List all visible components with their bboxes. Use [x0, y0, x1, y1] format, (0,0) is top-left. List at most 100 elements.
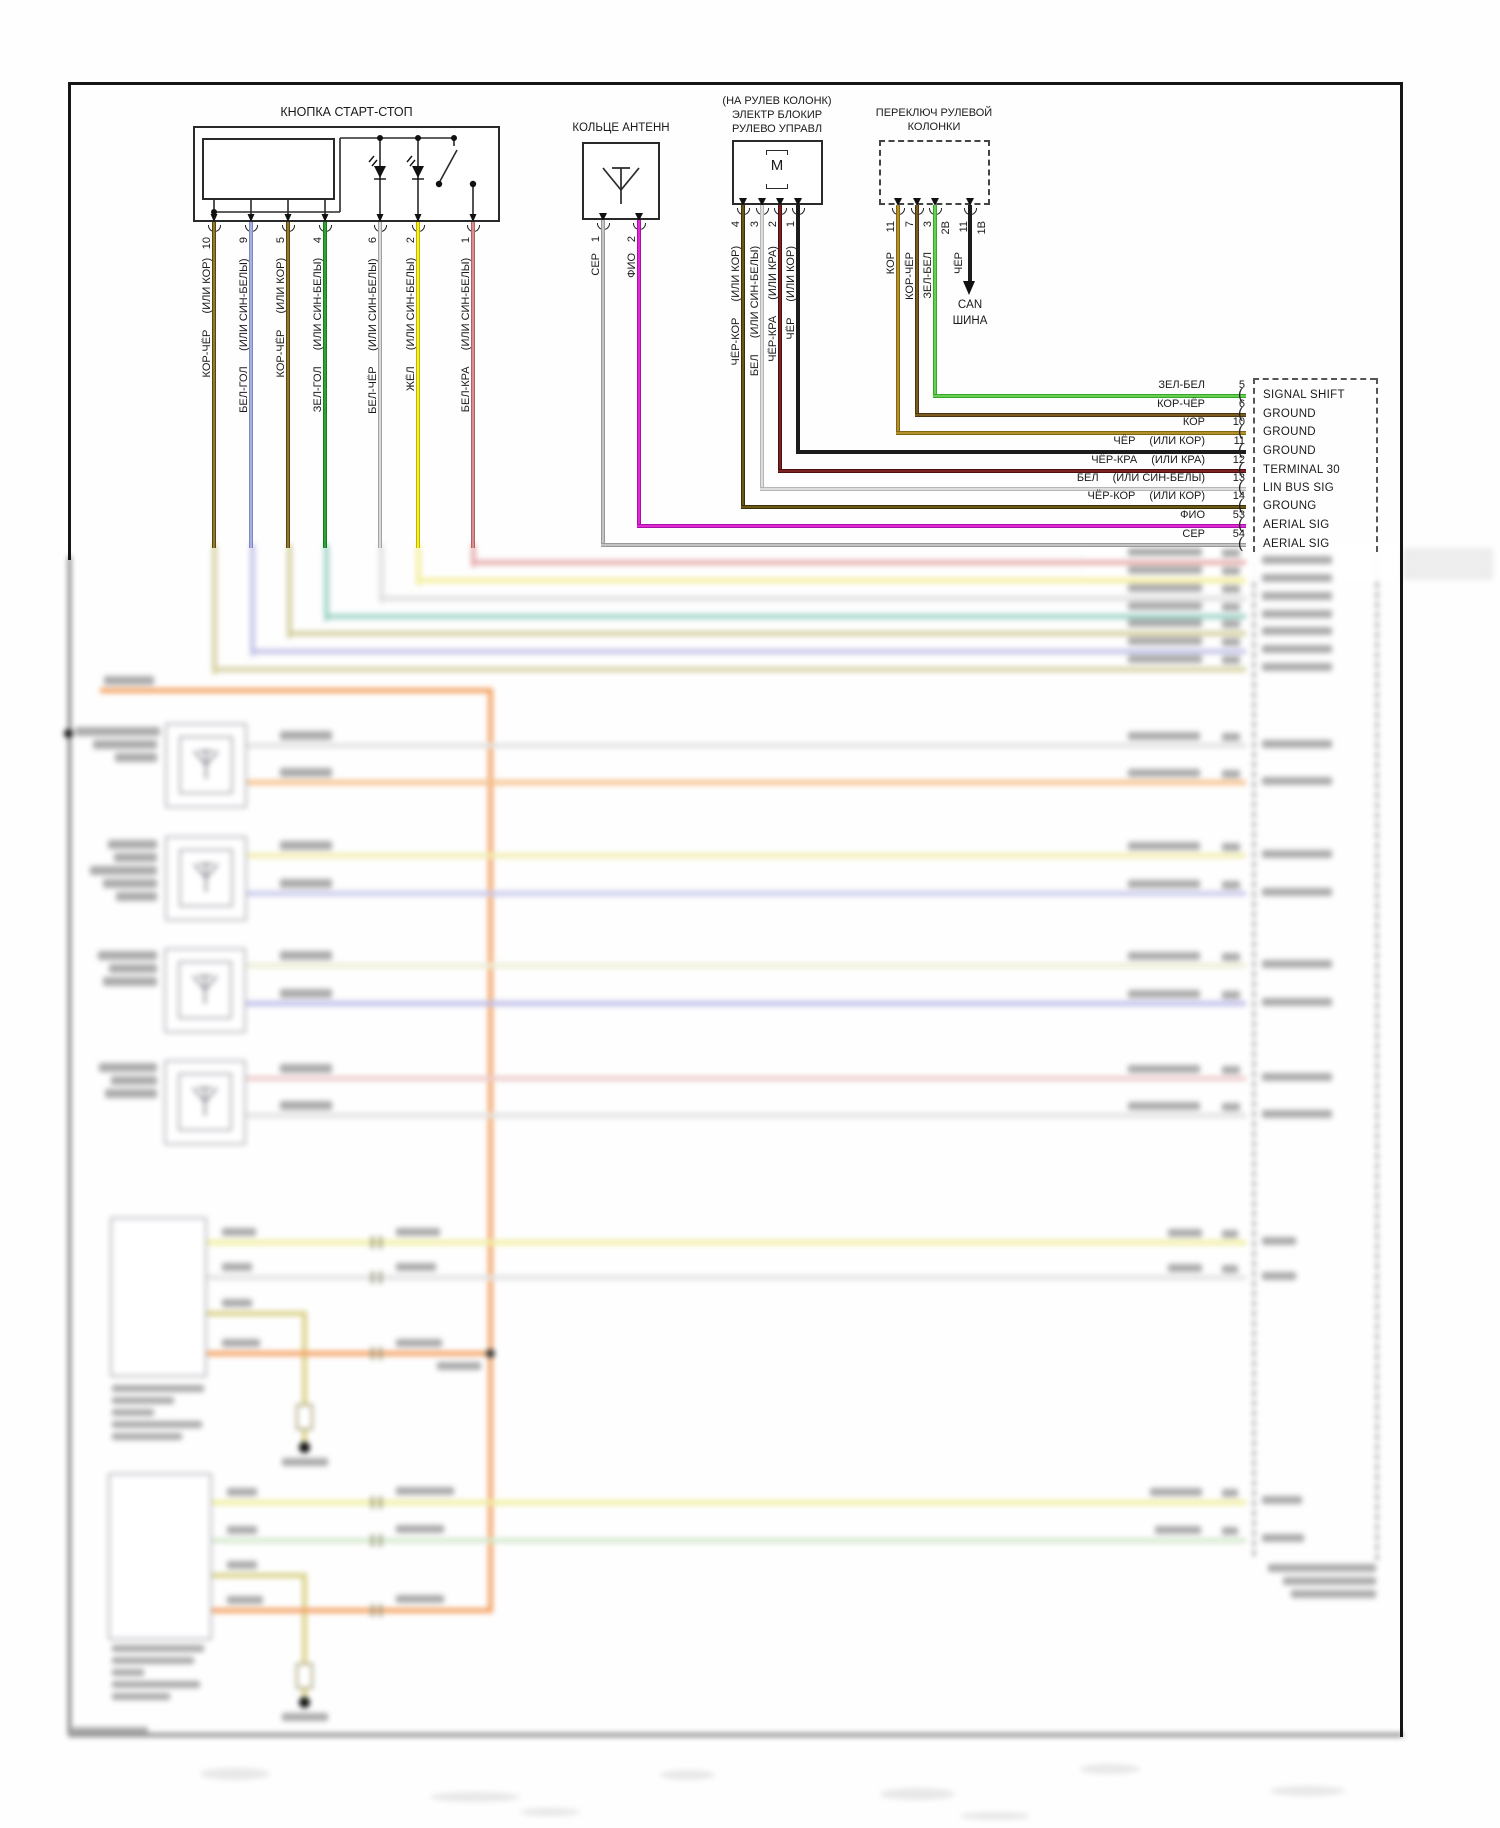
resistor — [296, 1404, 313, 1430]
smudge — [660, 1770, 715, 1780]
frame-top — [68, 82, 1403, 85]
wire-bel-kra — [471, 222, 475, 548]
blurred-signal — [1262, 850, 1332, 858]
blurred-pin — [1222, 843, 1240, 851]
inline-connector — [379, 1604, 382, 1617]
smudge — [520, 1808, 580, 1816]
blurred-label — [1128, 566, 1202, 574]
steering-lock-title: ЭЛЕКТР БЛОКИР — [731, 109, 823, 121]
connector-entry: ( — [1238, 479, 1243, 496]
wire-kor-cher — [212, 222, 216, 548]
blurred-signal — [1262, 740, 1332, 748]
connector-dashed-top — [1253, 378, 1376, 380]
blurred-label — [280, 841, 332, 850]
blurred-label — [93, 740, 157, 749]
wire-blur — [212, 1608, 493, 1613]
steering-lock-box — [732, 140, 823, 205]
blurred-pin — [1222, 585, 1240, 593]
frame-left-upper — [68, 82, 71, 560]
blurred-label — [114, 853, 157, 862]
frame-right — [1400, 82, 1403, 1737]
row-pin: 6 — [1238, 398, 1245, 410]
motor-bracket-bottom — [766, 184, 788, 189]
blurred-label — [103, 977, 157, 986]
wire-blur — [379, 596, 1246, 601]
blurred-text-line — [112, 1645, 204, 1652]
blurred-label — [222, 1299, 252, 1307]
blurred-label — [396, 1339, 442, 1347]
start-stop-internal-circuit — [210, 135, 477, 222]
frame-left-lower — [68, 556, 71, 1737]
splice-dot — [299, 1442, 310, 1453]
wire-blur — [246, 1001, 1246, 1006]
pin-arrow — [599, 213, 607, 221]
blurred-label — [1128, 548, 1202, 556]
antenna-icon — [602, 167, 640, 204]
blurred-label — [1128, 637, 1202, 645]
wire-cher-kra — [778, 469, 1246, 473]
pin-arrow — [739, 198, 747, 206]
blurred-label — [105, 1089, 157, 1098]
wire-ser — [601, 543, 1246, 547]
blurred-signal — [1262, 960, 1332, 968]
wire-blur — [250, 544, 255, 656]
row-pin: 54 — [1232, 528, 1245, 540]
blurred-label — [115, 753, 157, 762]
blurred-label — [280, 1101, 332, 1110]
wire-cher-kra — [778, 205, 782, 473]
column-switch-title: ПЕРЕКЛЮЧ РУЛЕВОЙ — [875, 107, 993, 119]
wire-blur — [247, 891, 1246, 896]
row-signal: AERIAL SIG — [1263, 538, 1330, 550]
row-pin: 11 — [1233, 435, 1245, 447]
wire-blur — [207, 1275, 1246, 1280]
blurred-label — [280, 731, 332, 740]
wire-blur — [247, 853, 1246, 858]
wire-blur — [212, 1500, 1246, 1505]
blurred-label — [227, 1488, 257, 1496]
row-signal: TERMINAL 30 — [1263, 464, 1341, 476]
blurred-pin — [1222, 991, 1240, 999]
blurred-label — [104, 676, 154, 685]
junction-dot — [64, 729, 73, 738]
pin-arrow — [758, 198, 766, 206]
blurred-label — [109, 964, 157, 973]
wire-cher-can — [968, 205, 972, 283]
smudge — [1270, 1786, 1345, 1796]
inline-connector — [371, 1236, 374, 1249]
wire-ser — [601, 220, 605, 547]
blurred-pin — [1222, 620, 1240, 628]
blurred-signal — [1262, 888, 1332, 896]
blurred-label — [111, 1076, 157, 1085]
motor-bracket-top — [766, 150, 788, 155]
pin-number: 1В — [976, 221, 988, 235]
blurred-label — [116, 892, 157, 901]
blurred-pin — [1222, 549, 1240, 557]
blurred-label — [1128, 655, 1202, 663]
antenna-ring-box — [582, 142, 660, 220]
blurred-signal — [1262, 1272, 1296, 1280]
blurred-pin — [1222, 1230, 1238, 1238]
wire-kor-cher — [915, 413, 1246, 417]
blurred-label — [90, 866, 157, 875]
blurred-label — [227, 1526, 257, 1534]
wire-blur — [247, 743, 1246, 748]
blurred-label — [1128, 602, 1202, 610]
row-pin: 14 — [1232, 490, 1245, 502]
wire-blur — [212, 1538, 1246, 1543]
wire-blur — [287, 631, 1246, 636]
blurred-label — [99, 1063, 157, 1072]
row-wire-label: ЧЁР-КОР (ИЛИ КОР) — [1087, 490, 1205, 502]
row-wire-label: КОР-ЧЁР — [1157, 398, 1205, 410]
smudge — [200, 1768, 270, 1780]
blurred-pin — [1222, 733, 1240, 741]
blurred-label — [1128, 842, 1200, 850]
blurred-label — [1155, 1526, 1201, 1534]
blurred-signal — [1262, 627, 1332, 635]
control-unit-box — [108, 1473, 212, 1640]
inline-connector — [379, 1347, 382, 1360]
blurred-pin — [1222, 1103, 1240, 1111]
wire-zhel — [416, 222, 420, 548]
smudge — [1080, 1764, 1140, 1774]
wire-blur — [212, 1573, 307, 1578]
